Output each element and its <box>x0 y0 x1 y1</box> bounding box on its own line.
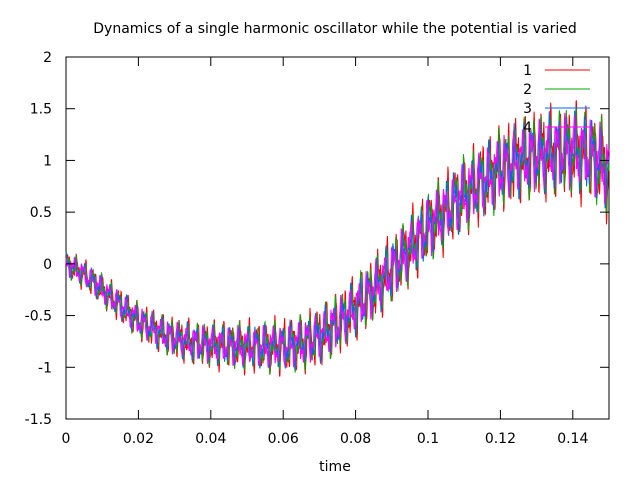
legend-label-2: 2 <box>523 82 532 98</box>
y-tick-label: 1 <box>43 153 52 169</box>
x-tick-label: 0.14 <box>557 431 588 447</box>
legend-label-4: 4 <box>523 120 532 136</box>
legend-label-1: 1 <box>523 63 532 79</box>
legend-label-3: 3 <box>523 101 532 117</box>
y-axis: -1.5 -1 -0.5 0 0.5 1 1.5 2 <box>25 50 609 428</box>
y-tick-label: -1.5 <box>25 412 52 428</box>
x-tick-label: 0.06 <box>268 431 299 447</box>
x-axis: 0 0.02 0.04 0.06 0.08 0.1 0.12 0.14 <box>62 57 588 447</box>
series-line-4 <box>65 112 610 369</box>
series-line-2 <box>65 107 610 375</box>
legend: 1 2 3 4 <box>523 63 590 136</box>
plot-frame <box>65 56 610 420</box>
x-tick-label: 0 <box>62 431 71 447</box>
x-axis-label: time <box>319 459 351 475</box>
y-tick-label: 0.5 <box>30 205 52 221</box>
series-layer <box>65 100 610 377</box>
y-tick-label: 0 <box>43 257 52 273</box>
chart-title: Dynamics of a single harmonic oscillator… <box>93 21 576 37</box>
y-tick-label: 1.5 <box>30 102 52 118</box>
x-tick-label: 0.1 <box>417 431 439 447</box>
y-tick-label: 2 <box>43 50 52 66</box>
x-tick-label: 0.08 <box>340 431 371 447</box>
y-tick-label: -0.5 <box>25 309 52 325</box>
x-tick-label: 0.12 <box>485 431 516 447</box>
x-tick-label: 0.02 <box>123 431 154 447</box>
x-tick-label: 0.04 <box>195 431 226 447</box>
y-tick-label: -1 <box>38 360 52 376</box>
